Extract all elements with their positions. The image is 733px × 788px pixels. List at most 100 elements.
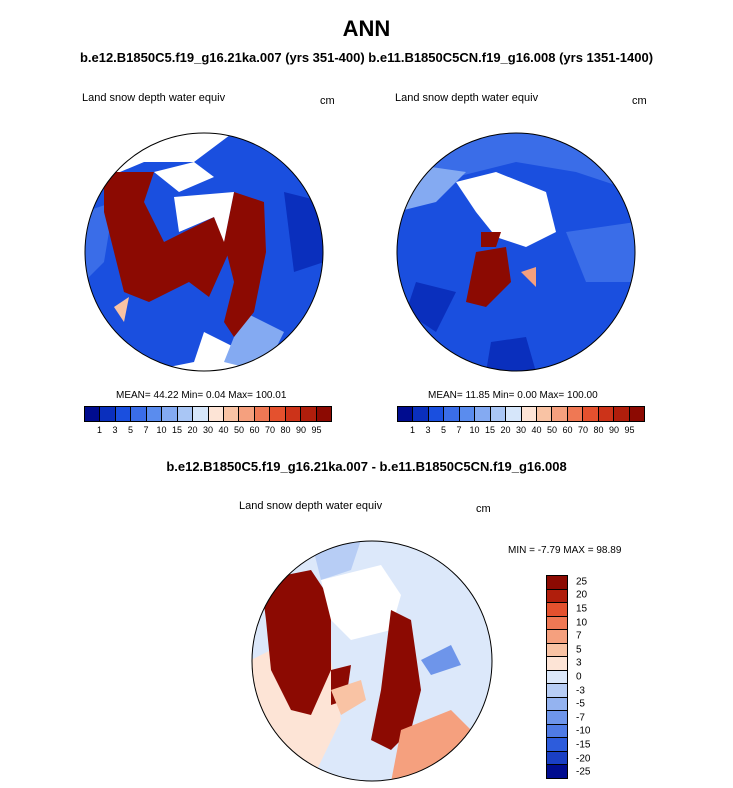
colorbar-swatch [177,407,194,421]
diff-colorbar-tick-label: 15 [576,603,588,615]
colorbar-tick-label: 95 [311,425,322,435]
colorbar-tick-label: 30 [515,425,527,435]
colorbar-tick-label: 60 [562,425,573,435]
colorbar-tick-label: 95 [624,425,635,435]
diff-units-label: cm [476,503,491,515]
colorbar-swatch [444,407,460,421]
diff-colorbar-tick-label: -5 [576,698,585,710]
colorbar-tick-label: 10 [469,425,480,435]
colorbar-tick-label: 7 [456,425,462,435]
colorbar-swatch [536,407,553,421]
diff-colorbar-swatch [547,603,567,617]
panel1-stats: MEAN= 44.22 Min= 0.04 Max= 100.01 [116,390,287,401]
diff-colorbar-tick-label: -10 [576,725,591,737]
colorbar-swatch [162,407,178,421]
colorbar-swatch [301,407,317,421]
diff-colorbar-tick-label: -7 [576,712,585,724]
panel2-colorbar: 1 3 5 7 10 15 20 30 40 50 60 70 80 90 95 [397,406,645,435]
colorbar-tick-label: 5 [440,425,447,435]
diff-colorbar-swatch [547,765,567,778]
difference-polar-map [251,540,493,782]
diff-colorbar-tick-label: 10 [576,617,588,629]
colorbar-swatch [398,407,414,421]
diff-colorbar-ticks: 25 20 15 10 7 5 3 0 -3 -5 -7 -10 -15 -20 -25 [576,575,606,779]
page-title: ANN [342,16,391,41]
diff-colorbar-tick-label: -20 [576,753,591,765]
colorbar-tick-label: 90 [608,425,620,435]
colorbar-tick-label: 10 [156,425,167,435]
colorbar-tick-label: 20 [187,425,198,435]
panel2-units-label: cm [632,95,647,107]
panel2-stats: MEAN= 11.85 Min= 0.00 Max= 100.00 [428,390,598,401]
colorbar-swatch [85,407,101,421]
colorbar-tick-label: 40 [218,425,229,435]
diff-colorbar-tick-label: -3 [576,685,585,697]
panel2-polar-map [396,132,636,372]
diff-colorbar-swatch [547,684,567,698]
colorbar-tick-label: 50 [546,425,558,435]
colorbar-swatch [567,407,584,421]
panel1-polar-map [84,132,324,372]
diff-variable-label: Land snow depth water equiv [239,500,383,512]
difference-title: b.e12.B1850C5.f19_g16.21ka.007 - b.e11.B… [166,459,567,474]
diff-colorbar-tick-label: 0 [576,671,582,683]
colorbar-swatch [459,407,476,421]
colorbar-swatch [413,407,429,421]
diff-colorbar-tick-label: 3 [576,657,582,669]
diff-colorbar-tick-label: -15 [576,739,591,751]
diff-colorbar-swatch [547,670,567,685]
colorbar-swatch [223,407,240,421]
colorbar-swatch [428,407,445,421]
colorbar-tick-label: 3 [425,425,431,435]
panel2-variable-label: Land snow depth water equiv [395,92,539,104]
colorbar-swatch [629,407,644,421]
diff-colorbar-swatch [547,589,567,604]
colorbar-swatch [100,407,116,421]
colorbar-tick-label: 80 [280,425,291,435]
diff-colorbar-tick-label: -25 [576,766,591,778]
colorbar-swatch [552,407,568,421]
colorbar-swatch [506,407,522,421]
diff-colorbar-swatch [547,751,567,766]
diff-stats: MIN = -7.79 MAX = 98.89 [508,545,622,556]
colorbar-tick-label: 70 [264,425,276,435]
diff-colorbar-tick-label: 7 [576,630,582,642]
colorbar-swatch [193,407,209,421]
colorbar-swatch [146,407,163,421]
panel1-colorbar: 1 3 5 7 10 15 20 30 40 50 60 70 80 90 95 [84,406,332,435]
colorbar-tick-label: 30 [202,425,214,435]
colorbar-tick-label: 1 [409,425,416,435]
diff-colorbar-swatch [547,738,567,752]
panel1-units-label: cm [320,95,335,107]
colorbar-tick-label: 5 [127,425,134,435]
colorbar-swatch [254,407,271,421]
colorbar-swatch [131,407,147,421]
panel1-variable-label: Land snow depth water equiv [82,92,226,104]
diff-colorbar [546,575,568,779]
colorbar-swatch [208,407,224,421]
diff-colorbar-swatch [547,657,567,671]
diff-colorbar-swatch [547,630,567,644]
colorbar-swatch [239,407,255,421]
diff-colorbar-swatch [547,643,567,658]
colorbar-swatch [598,407,615,421]
colorbar-tick-label: 40 [531,425,542,435]
colorbar-tick-label: 90 [295,425,307,435]
colorbar-swatch [614,407,630,421]
colorbar-tick-label: 60 [249,425,260,435]
colorbar-swatch [521,407,537,421]
colorbar-swatch [490,407,507,421]
diff-colorbar-tick-label: 25 [576,576,588,588]
colorbar-tick-label: 15 [171,425,183,435]
colorbar-tick-label: 7 [143,425,149,435]
colorbar-swatch [583,407,599,421]
colorbar-swatch [316,407,331,421]
colorbar-tick-label: 70 [577,425,589,435]
colorbar-tick-label: 3 [112,425,118,435]
colorbar-tick-label: 20 [500,425,511,435]
colorbar-swatch [285,407,302,421]
colorbar-swatch [475,407,491,421]
page-subtitle: b.e12.B1850C5.f19_g16.21ka.007 (yrs 351-… [79,50,654,65]
diff-colorbar-tick-label: 5 [576,644,582,656]
colorbar-tick-label: 15 [484,425,496,435]
